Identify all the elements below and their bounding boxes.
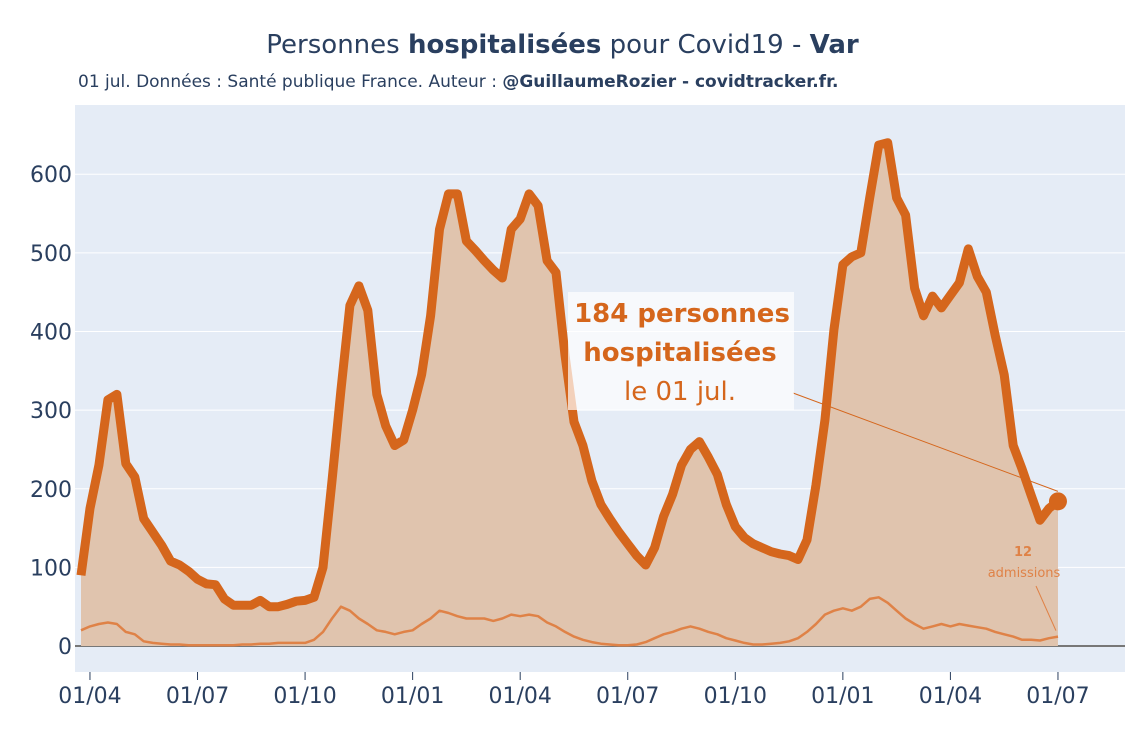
annotation-text: le 01 jul. xyxy=(624,377,736,407)
x-tick-label: 01/10 xyxy=(273,684,336,709)
subtitle-part: @GuillaumeRozier - covidtracker.fr. xyxy=(502,72,839,92)
x-tick-label: 01/04 xyxy=(488,684,551,709)
annotation-text: 184 personnes xyxy=(574,299,790,329)
x-tick-label: 01/07 xyxy=(596,684,659,709)
annotation-box xyxy=(568,292,794,410)
title-part: hospitalisées xyxy=(407,30,602,60)
x-tick-label: 01/01 xyxy=(381,684,444,709)
y-tick-label: 400 xyxy=(30,320,72,345)
y-tick-label: 200 xyxy=(30,478,72,503)
annotation-arrow xyxy=(1035,585,1057,631)
annotation-text: hospitalisées xyxy=(583,338,776,368)
y-tick-label: 100 xyxy=(30,556,72,581)
title-part: Personnes xyxy=(266,30,400,60)
annotation-text: 12 xyxy=(1014,545,1032,560)
y-tick-label: 500 xyxy=(30,242,72,267)
x-tick-label: 01/04 xyxy=(58,684,121,709)
chart-title: Personnes hospitalisées pour Covid19 - V… xyxy=(0,30,1125,60)
subtitle-part: 01 jul. Données : Santé publique France.… xyxy=(78,72,497,92)
x-tick-label: 01/07 xyxy=(166,684,229,709)
y-tick-label: 300 xyxy=(30,399,72,424)
title-part: pour Covid19 - xyxy=(609,30,802,60)
x-tick-label: 01/04 xyxy=(919,684,982,709)
chart-subtitle: 01 jul. Données : Santé publique France.… xyxy=(78,72,1125,92)
y-tick-label: 0 xyxy=(58,635,72,660)
title-part: Var xyxy=(809,30,859,60)
x-tick-label: 01/10 xyxy=(704,684,767,709)
last-point xyxy=(1048,492,1067,511)
x-tick-label: 01/01 xyxy=(811,684,874,709)
x-tick-label: 01/07 xyxy=(1026,684,1089,709)
annotation-text: admissions xyxy=(988,566,1061,581)
admissions-line xyxy=(80,596,1059,647)
annotation-arrow xyxy=(792,392,1059,492)
y-tick-label: 600 xyxy=(30,163,72,188)
